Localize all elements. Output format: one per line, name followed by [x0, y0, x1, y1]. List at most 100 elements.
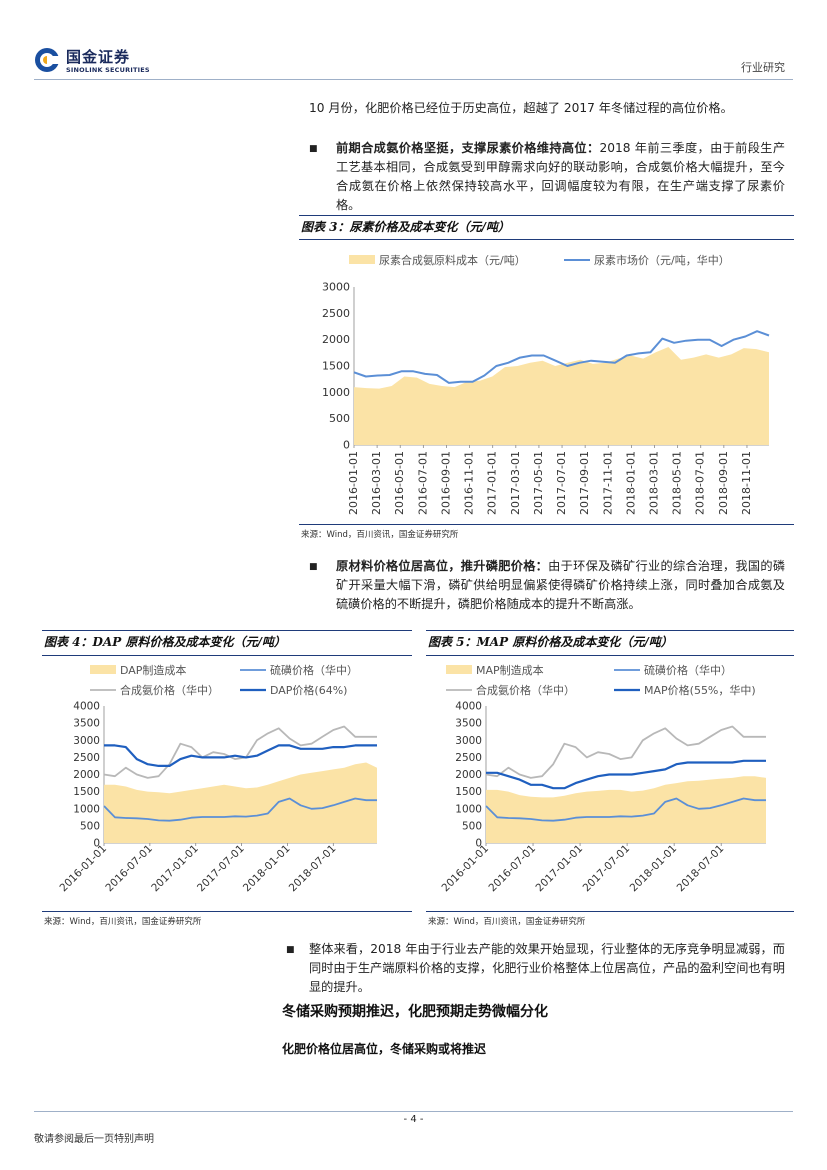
- y-tick-label: 0: [475, 838, 482, 850]
- figure-3-source: 来源：Wind，百川资讯，国金证券研究所: [301, 530, 459, 540]
- urea-price-chart: 尿素合成氨原料成本（元/吨） 尿素市场价（元/吨，华中） 0 500 1000 1500 2…: [322, 253, 770, 515]
- legend-label: DAP价格(64%): [270, 683, 347, 697]
- legend-label: 硫磺价格（华中）: [644, 663, 732, 677]
- dap-cost-chart: DAP制造成本 硫磺价格（华中） 合成氨价格（华中） DAP价格(64%) 0 500 10…: [57, 663, 377, 895]
- y-tick-label: 1500: [455, 786, 482, 798]
- intro-paragraph: 10 月份，化肥价格已经位于历史高位，超越了 2017 年冬储过程的高位价格。: [309, 101, 733, 115]
- y-tick-label: 0: [343, 439, 350, 452]
- bullet-title: 原材料价格位居高位，推升磷肥价格：: [336, 559, 549, 573]
- figure-3-caption: 图表 3：尿素价格及成本变化（元/吨）: [301, 220, 510, 234]
- x-tick-label: 2018-05-01: [671, 451, 684, 515]
- x-tick-label: 2017-01-01: [534, 843, 586, 895]
- figure-bottom-rule: [299, 524, 794, 525]
- line-series-2: [103, 725, 377, 779]
- line-series-2: [485, 725, 766, 779]
- x-tick-label: 2018-03-01: [648, 451, 661, 515]
- x-tick-label: 2017-09-01: [578, 451, 591, 515]
- area-series-0: [354, 347, 769, 445]
- figure-top-rule: [426, 630, 794, 631]
- y-tick-label: 3000: [322, 281, 350, 294]
- legend-label: DAP制造成本: [120, 663, 186, 677]
- map-cost-chart: MAP制造成本 硫磺价格（华中） 合成氨价格（华中） MAP价格(55%，华中) 0 50…: [439, 663, 766, 895]
- x-tick-label: 2016-03-01: [370, 451, 383, 515]
- x-tick-label: 2016-07-01: [103, 843, 155, 895]
- line-series-3: [104, 744, 377, 768]
- x-tick-label: 2016-01-01: [347, 451, 360, 515]
- figure-bottom-rule: [42, 911, 412, 912]
- legend-label: MAP价格(55%，华中): [644, 683, 756, 697]
- bullet-marker: ■: [309, 144, 318, 154]
- y-tick-label: 0: [93, 838, 100, 850]
- figure-bottom-rule: [426, 911, 794, 912]
- bullet-title: 前期合成氨价格坚挺，支撑尿素价格维持高位：: [336, 141, 600, 155]
- figure-4-source: 来源：Wind，百川资讯，国金证券研究所: [44, 917, 202, 927]
- bullet-text: 2018 年前三季度，由于前段生产工艺基本相同，合成氨受到甲醇需求向好的联动影响…: [336, 141, 786, 212]
- x-tick-label: 2017-07-01: [555, 451, 568, 515]
- line-series-1: [353, 330, 770, 384]
- y-tick-label: 2500: [322, 307, 350, 320]
- x-tick-label: 2016-01-01: [57, 843, 109, 895]
- legend-label: 尿素市场价（元/吨，华中）: [594, 253, 730, 267]
- y-tick-label: 2000: [455, 769, 482, 781]
- y-tick-label: 2000: [322, 333, 350, 346]
- y-tick-label: 3500: [455, 718, 482, 730]
- x-tick-label: 2018-01-01: [624, 451, 637, 515]
- y-tick-label: 1500: [73, 786, 100, 798]
- x-tick-label: 2016-09-01: [439, 451, 452, 515]
- x-tick-label: 2018-07-01: [675, 843, 727, 895]
- subsection-heading: 化肥价格位居高位，冬储采购或将推迟: [282, 1042, 487, 1056]
- area-series-0: [104, 762, 377, 843]
- x-tick-label: 2016-07-01: [487, 843, 539, 895]
- line-series-1: [485, 797, 766, 822]
- y-tick-label: 2500: [73, 752, 100, 764]
- company-logo-english: SINOLINK SECURITIES: [66, 66, 150, 74]
- bullet-marker: ■: [309, 562, 318, 572]
- legend-swatch: [90, 665, 116, 674]
- figure-caption-rule: [299, 239, 794, 240]
- disclaimer-text: 敬请参阅最后一页特别声明: [34, 1134, 154, 1145]
- y-tick-label: 500: [80, 820, 100, 832]
- y-tick-label: 1000: [73, 803, 100, 815]
- x-tick-label: 2017-07-01: [581, 843, 633, 895]
- y-tick-label: 1000: [322, 386, 350, 399]
- y-tick-label: 3000: [455, 735, 482, 747]
- area-series-0: [486, 776, 766, 843]
- y-tick-label: 2000: [73, 769, 100, 781]
- y-tick-label: 4000: [455, 701, 482, 713]
- page-number: - 4 -: [403, 1114, 424, 1125]
- y-tick-label: 3000: [73, 735, 100, 747]
- legend-label: 硫磺价格（华中）: [270, 663, 358, 677]
- legend-label: 合成氨价格（华中）: [120, 683, 219, 697]
- x-tick-label: 2016-07-01: [416, 451, 429, 515]
- line-series-1: [103, 797, 377, 822]
- figure-5-source: 来源：Wind，百川资讯，国金证券研究所: [428, 917, 586, 927]
- x-tick-label: 2017-11-01: [601, 451, 614, 515]
- y-tick-label: 2500: [455, 752, 482, 764]
- x-tick-label: 2016-01-01: [439, 843, 491, 895]
- figure-top-rule: [299, 215, 794, 216]
- bullet-paragraph-phosphate: 原材料价格位居高位，推升磷肥价格：由于环保及磷矿行业的综合治理，我国的磷矿开采量…: [336, 557, 785, 614]
- x-tick-label: 2017-01-01: [486, 451, 499, 515]
- legend-label: MAP制造成本: [476, 663, 544, 677]
- figure-5-caption: 图表 5：MAP 原料价格及成本变化（元/吨）: [428, 635, 673, 649]
- company-logo-icon: [35, 48, 60, 72]
- x-tick-label: 2018-09-01: [717, 451, 730, 515]
- x-tick-label: 2018-11-01: [740, 451, 753, 515]
- x-tick-label: 2018-01-01: [241, 843, 293, 895]
- y-tick-label: 4000: [73, 701, 100, 713]
- y-tick-label: 1000: [455, 803, 482, 815]
- x-tick-label: 2017-01-01: [149, 843, 201, 895]
- footer-divider: [34, 1111, 793, 1112]
- figure-4-caption: 图表 4：DAP 原料价格及成本变化（元/吨）: [44, 635, 286, 649]
- legend-label: 尿素合成氨原料成本（元/吨）: [379, 253, 526, 267]
- x-tick-label: 2018-07-01: [287, 843, 339, 895]
- x-tick-label: 2016-11-01: [463, 451, 476, 515]
- header-divider: [34, 79, 793, 80]
- bullet-text: 由于环保及磷矿行业的综合治理，我国的磷矿开采量大幅下滑，磷矿供给明显偏紧使得磷矿…: [336, 559, 786, 611]
- line-series-3: [486, 759, 766, 790]
- section-label: 行业研究: [741, 61, 785, 74]
- figure-top-rule: [42, 630, 412, 631]
- legend-label: 合成氨价格（华中）: [476, 683, 575, 697]
- x-tick-label: 2017-03-01: [509, 451, 522, 515]
- x-tick-label: 2017-07-01: [195, 843, 247, 895]
